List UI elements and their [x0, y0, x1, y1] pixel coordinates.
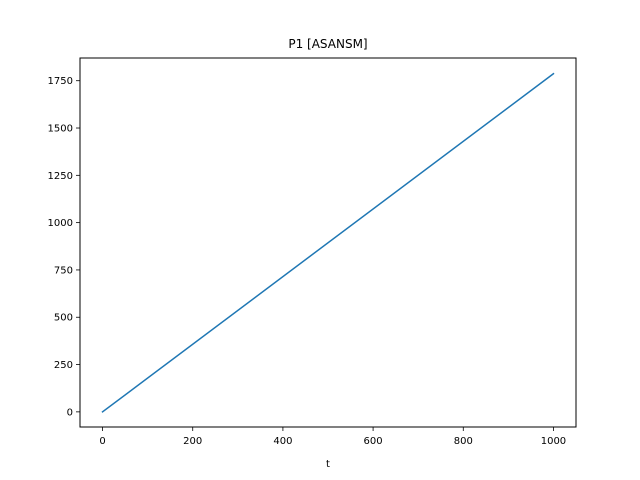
y-tick-label: 1250: [48, 171, 73, 182]
y-axis-ticks: 0 250 500 750 1000 1250 1500 1750: [48, 76, 80, 418]
y-tick-label: 1500: [48, 124, 73, 135]
y-tick-label: 250: [54, 360, 73, 371]
y-tick-label: 0: [67, 407, 73, 418]
y-tick-label: 1000: [48, 218, 73, 229]
series-line-0: [101, 72, 555, 413]
plot-area-frame: [79, 57, 577, 428]
x-tick-label: 0: [99, 436, 105, 447]
series-layer: [101, 72, 555, 413]
y-tick-label: 500: [54, 313, 73, 324]
x-tick-label: 600: [364, 436, 383, 447]
x-axis-ticks: 0 200 400 600 800 1000: [99, 427, 566, 447]
x-tick-label: 400: [273, 436, 292, 447]
chart-title: P1 [ASANSM]: [288, 37, 367, 51]
x-axis-label: t: [326, 459, 330, 470]
x-tick-label: 800: [454, 436, 473, 447]
x-tick-label: 1000: [541, 436, 566, 447]
y-tick-label: 750: [54, 265, 73, 276]
y-tick-label: 1750: [48, 76, 73, 87]
x-tick-label: 200: [183, 436, 202, 447]
